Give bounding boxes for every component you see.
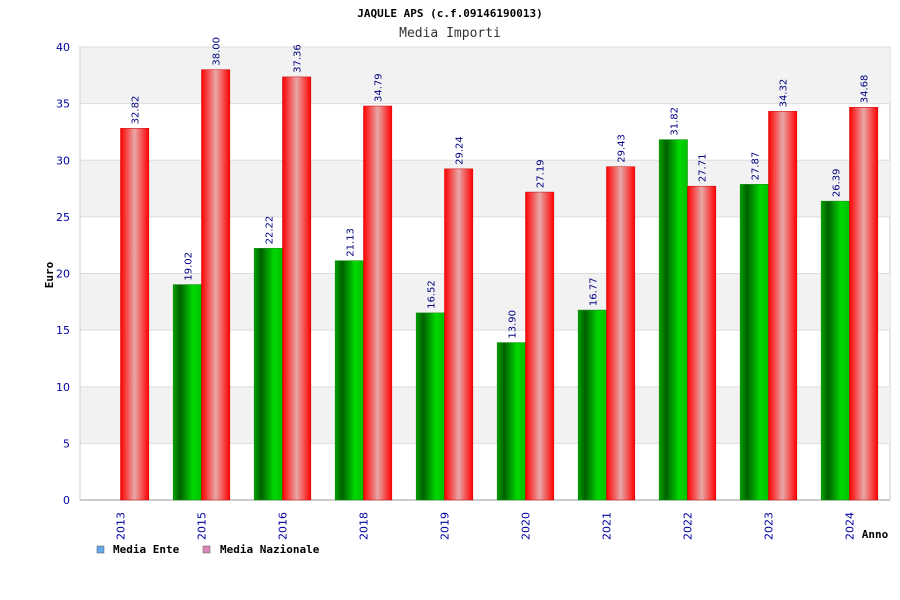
bar-media-nazionale	[687, 185, 717, 501]
bar-media-ente	[658, 139, 688, 501]
y-tick-label: 30	[56, 154, 70, 167]
x-axis-ticks: 2013 2015 2016 2018 2019 2020 2021 2022 2023 2024	[115, 512, 857, 540]
data-label: 22.22	[264, 216, 275, 245]
data-label: 31.82	[669, 107, 680, 136]
x-tick-label: 2018	[358, 512, 371, 540]
data-label: 34.32	[779, 79, 790, 108]
y-tick-label: 35	[56, 98, 70, 111]
bar-media-nazionale	[201, 69, 231, 501]
y-tick-label: 25	[56, 211, 70, 224]
data-label: 29.24	[455, 136, 466, 165]
data-label: 32.82	[131, 96, 142, 125]
bar-media-ente	[820, 200, 850, 501]
bar-media-ente	[739, 184, 769, 501]
data-label: 26.39	[831, 168, 842, 197]
bar-media-ente	[577, 309, 607, 501]
legend-swatch-media-ente	[96, 545, 105, 554]
bar-media-nazionale	[282, 76, 312, 501]
y-axis-label: Euro	[43, 261, 56, 288]
x-tick-label: 2023	[763, 512, 776, 540]
y-tick-label: 20	[56, 268, 70, 281]
bar-media-ente	[334, 260, 364, 501]
bar-media-nazionale	[444, 168, 474, 501]
y-tick-label: 10	[56, 381, 70, 394]
x-tick-label: 2015	[196, 512, 209, 540]
x-tick-label: 2020	[520, 512, 533, 540]
x-tick-label: 2019	[439, 512, 452, 540]
y-tick-label: 0	[63, 494, 70, 507]
x-tick-label: 2021	[601, 512, 614, 540]
bar-media-nazionale	[768, 111, 798, 501]
chart-title: JAQULE APS (c.f.09146190013)	[357, 7, 542, 20]
x-axis-label: Anno	[862, 528, 889, 541]
data-label: 34.79	[374, 73, 385, 102]
data-label: 37.36	[293, 44, 304, 73]
data-label: 38.00	[212, 37, 223, 66]
bar-media-ente	[253, 248, 283, 501]
data-label: 27.19	[536, 159, 547, 188]
bar-media-nazionale	[363, 105, 393, 501]
data-label: 21.13	[345, 228, 356, 257]
y-tick-label: 40	[56, 41, 70, 54]
data-label: 16.52	[426, 280, 437, 309]
x-tick-label: 2022	[682, 512, 695, 540]
x-tick-label: 2016	[277, 512, 290, 540]
bar-media-nazionale	[606, 166, 636, 501]
data-label: 29.43	[617, 134, 628, 163]
bar-media-ente	[496, 342, 526, 501]
data-label: 27.87	[750, 152, 761, 181]
bars	[120, 69, 879, 501]
data-label: 13.90	[507, 310, 518, 339]
bar-media-nazionale	[525, 191, 555, 501]
y-axis-ticks: 0 5 10 15 20 25 30 35 40	[56, 41, 70, 507]
data-labels: 32.82 19.02 38.00 22.22 37.36 21.13 34.79 16.52…	[131, 37, 871, 339]
data-label: 34.68	[860, 75, 871, 104]
legend-label-media-nazionale: Media Nazionale	[220, 543, 320, 556]
data-label: 27.71	[698, 154, 709, 183]
legend-label-media-ente: Media Ente	[113, 543, 180, 556]
y-tick-label: 15	[56, 324, 70, 337]
legend-swatch-media-nazionale	[202, 545, 211, 554]
legend: Media Ente Media Nazionale	[96, 543, 320, 556]
x-tick-label: 2013	[115, 512, 128, 540]
chart-subtitle: Media Importi	[399, 26, 501, 41]
bar-media-nazionale	[849, 106, 879, 501]
bar-media-nazionale	[120, 128, 150, 501]
bar-media-ente	[172, 284, 202, 501]
data-label: 19.02	[183, 252, 194, 281]
data-label: 16.77	[588, 277, 599, 306]
x-tick-label: 2024	[844, 512, 857, 540]
bar-media-ente	[415, 312, 445, 501]
y-tick-label: 5	[63, 437, 70, 450]
